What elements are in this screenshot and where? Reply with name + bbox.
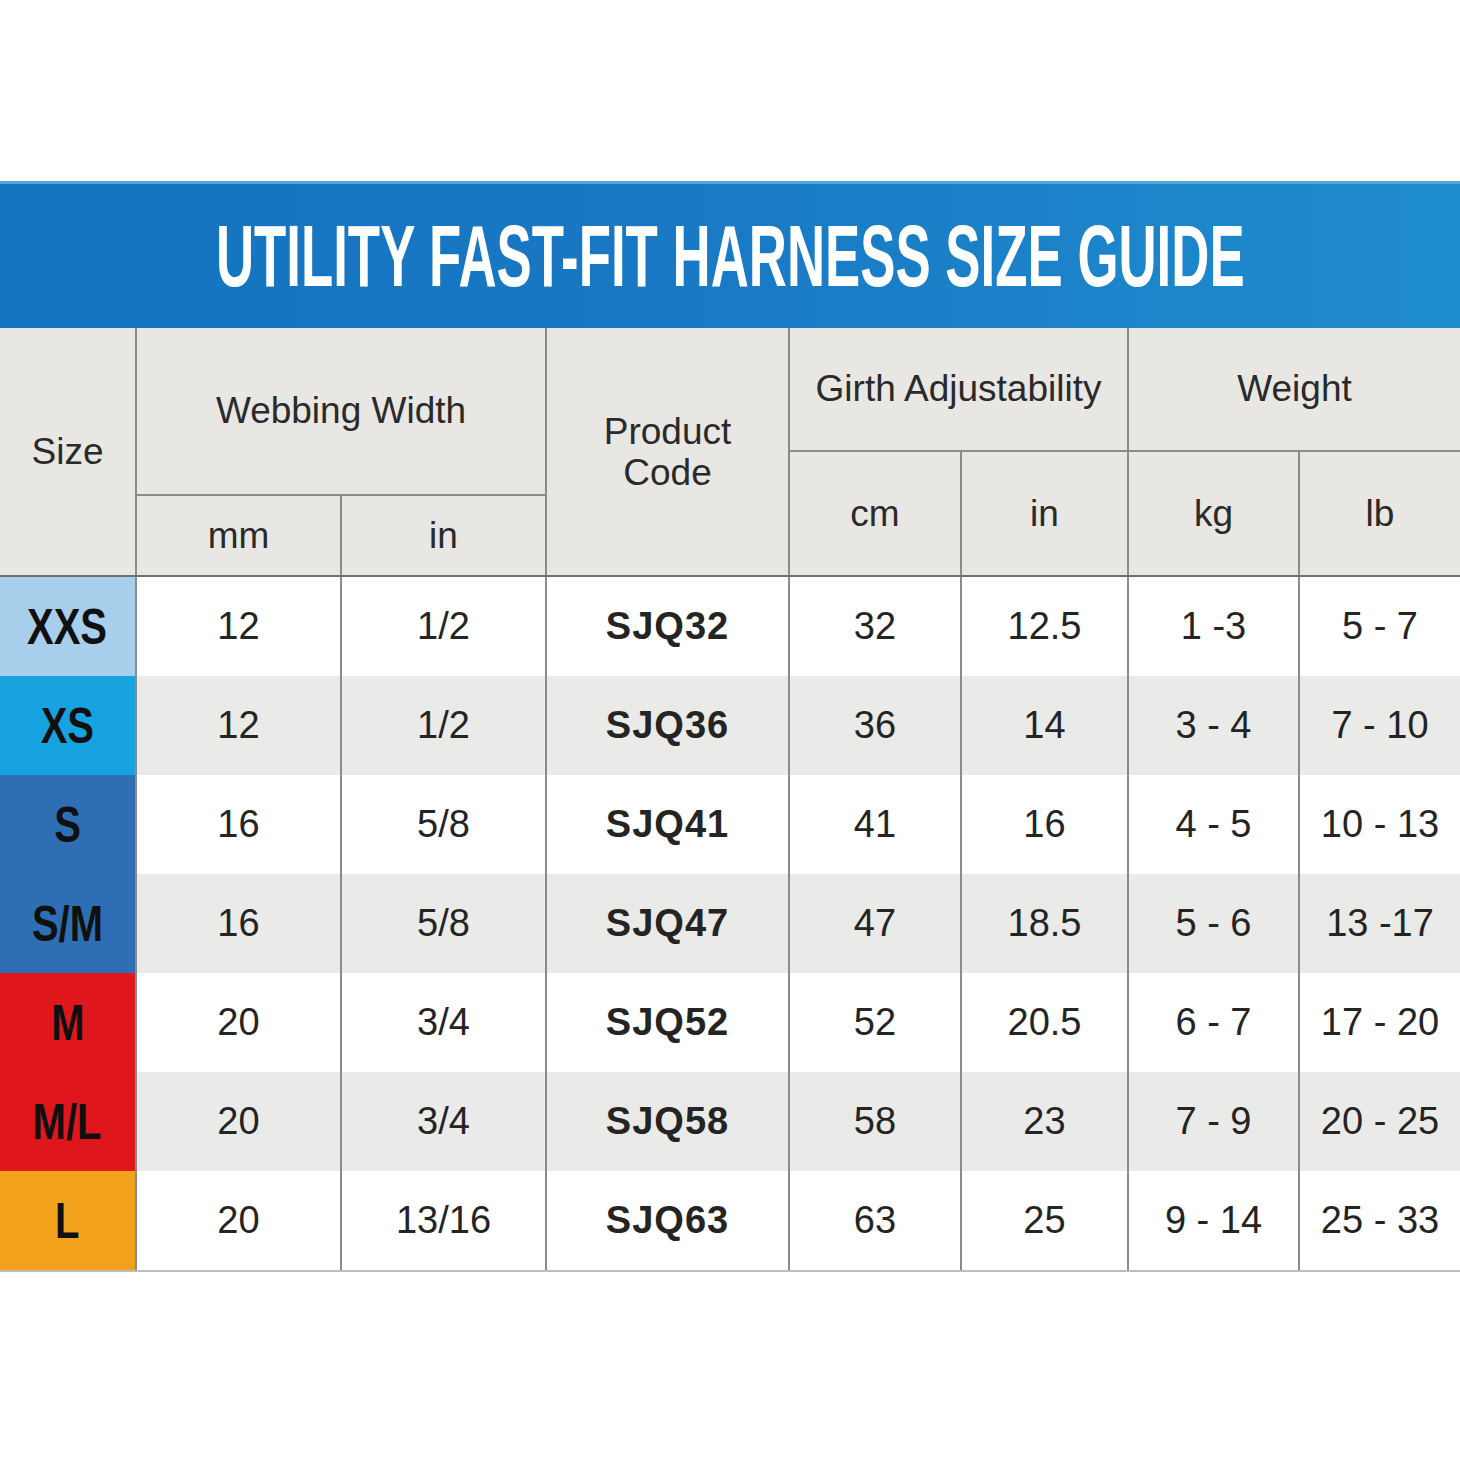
weight-lb-cell: 7 - 10	[1298, 676, 1460, 775]
size-guide-table: Size Webbing Width mm in Product Code Gi…	[0, 328, 1460, 1272]
size-cell: M/L	[0, 1072, 135, 1171]
size-label: M/L	[33, 1093, 102, 1151]
weight-kg-cell: 4 - 5	[1127, 775, 1298, 874]
girth-cm-cell: 52	[788, 973, 960, 1072]
product-code-cell: SJQ63	[545, 1171, 788, 1270]
product-code-cell: SJQ41	[545, 775, 788, 874]
girth-in-cell: 20.5	[960, 973, 1127, 1072]
product-code-cell: SJQ52	[545, 973, 788, 1072]
divider	[0, 1270, 1460, 1272]
webbing-in-cell: 5/8	[340, 775, 545, 874]
webbing-in-cell: 1/2	[340, 577, 545, 676]
header-product-code-label: Product Code	[583, 412, 753, 493]
header-girth-in: in	[960, 452, 1127, 577]
girth-cm-cell: 63	[788, 1171, 960, 1270]
girth-cm-cell: 36	[788, 676, 960, 775]
size-label: L	[55, 1192, 79, 1250]
header-weight: Weight	[1127, 328, 1460, 452]
product-code-cell: SJQ36	[545, 676, 788, 775]
size-cell: XS	[0, 676, 135, 775]
size-label: S	[54, 796, 81, 854]
weight-kg-cell: 3 - 4	[1127, 676, 1298, 775]
webbing-mm-cell: 20	[135, 973, 340, 1072]
webbing-mm-cell: 16	[135, 874, 340, 973]
table-body: XXS 12 1/2 SJQ32 32 12.5 1 -3 5 - 7 XS 1…	[0, 577, 1460, 1270]
header-webbing-width: Webbing Width	[135, 328, 545, 496]
header-webbing-in: in	[340, 496, 545, 577]
table-row: L 20 13/16 SJQ63 63 25 9 - 14 25 - 33	[0, 1171, 1460, 1270]
webbing-in-cell: 1/2	[340, 676, 545, 775]
weight-kg-cell: 9 - 14	[1127, 1171, 1298, 1270]
size-label: XXS	[27, 598, 107, 656]
girth-in-cell: 14	[960, 676, 1127, 775]
webbing-in-cell: 3/4	[340, 1072, 545, 1171]
girth-in-cell: 16	[960, 775, 1127, 874]
weight-lb-cell: 10 - 13	[1298, 775, 1460, 874]
size-cell: S	[0, 775, 135, 874]
webbing-in-cell: 13/16	[340, 1171, 545, 1270]
girth-in-cell: 12.5	[960, 577, 1127, 676]
table-row: M 20 3/4 SJQ52 52 20.5 6 - 7 17 - 20	[0, 973, 1460, 1072]
webbing-in-cell: 3/4	[340, 973, 545, 1072]
webbing-mm-cell: 12	[135, 676, 340, 775]
header-weight-lb: lb	[1298, 452, 1460, 577]
girth-cm-cell: 32	[788, 577, 960, 676]
size-cell: L	[0, 1171, 135, 1270]
table-row: S 16 5/8 SJQ41 41 16 4 - 5 10 - 13	[0, 775, 1460, 874]
header-product-code: Product Code	[545, 328, 788, 577]
page-title: UTILITY FAST-FIT HARNESS SIZE GUIDE	[216, 205, 1245, 307]
title-banner: UTILITY FAST-FIT HARNESS SIZE GUIDE	[0, 181, 1460, 328]
weight-kg-cell: 7 - 9	[1127, 1072, 1298, 1171]
header-webbing-mm: mm	[135, 496, 340, 577]
size-cell: S/M	[0, 874, 135, 973]
weight-kg-cell: 1 -3	[1127, 577, 1298, 676]
size-cell: M	[0, 973, 135, 1072]
girth-in-cell: 23	[960, 1072, 1127, 1171]
weight-lb-cell: 25 - 33	[1298, 1171, 1460, 1270]
weight-kg-cell: 5 - 6	[1127, 874, 1298, 973]
webbing-mm-cell: 20	[135, 1171, 340, 1270]
product-code-cell: SJQ32	[545, 577, 788, 676]
table-row: XS 12 1/2 SJQ36 36 14 3 - 4 7 - 10	[0, 676, 1460, 775]
girth-cm-cell: 41	[788, 775, 960, 874]
header-girth-adjustability: Girth Adjustability	[788, 328, 1127, 452]
weight-lb-cell: 17 - 20	[1298, 973, 1460, 1072]
webbing-mm-cell: 16	[135, 775, 340, 874]
product-code-cell: SJQ58	[545, 1072, 788, 1171]
girth-in-cell: 18.5	[960, 874, 1127, 973]
weight-lb-cell: 20 - 25	[1298, 1072, 1460, 1171]
header-size: Size	[0, 328, 135, 577]
table-header: Size Webbing Width mm in Product Code Gi…	[0, 328, 1460, 577]
table-row: M/L 20 3/4 SJQ58 58 23 7 - 9 20 - 25	[0, 1072, 1460, 1171]
size-label: M	[51, 994, 84, 1052]
size-label: XS	[41, 697, 94, 755]
size-cell: XXS	[0, 577, 135, 676]
header-girth-cm: cm	[788, 452, 960, 577]
size-guide-infographic: UTILITY FAST-FIT HARNESS SIZE GUIDE Size…	[0, 0, 1460, 1460]
table-row: S/M 16 5/8 SJQ47 47 18.5 5 - 6 13 -17	[0, 874, 1460, 973]
webbing-mm-cell: 20	[135, 1072, 340, 1171]
webbing-in-cell: 5/8	[340, 874, 545, 973]
girth-in-cell: 25	[960, 1171, 1127, 1270]
webbing-mm-cell: 12	[135, 577, 340, 676]
product-code-cell: SJQ47	[545, 874, 788, 973]
girth-cm-cell: 58	[788, 1072, 960, 1171]
table-row: XXS 12 1/2 SJQ32 32 12.5 1 -3 5 - 7	[0, 577, 1460, 676]
weight-lb-cell: 13 -17	[1298, 874, 1460, 973]
weight-lb-cell: 5 - 7	[1298, 577, 1460, 676]
size-label: S/M	[32, 895, 103, 953]
header-weight-kg: kg	[1127, 452, 1298, 577]
weight-kg-cell: 6 - 7	[1127, 973, 1298, 1072]
girth-cm-cell: 47	[788, 874, 960, 973]
